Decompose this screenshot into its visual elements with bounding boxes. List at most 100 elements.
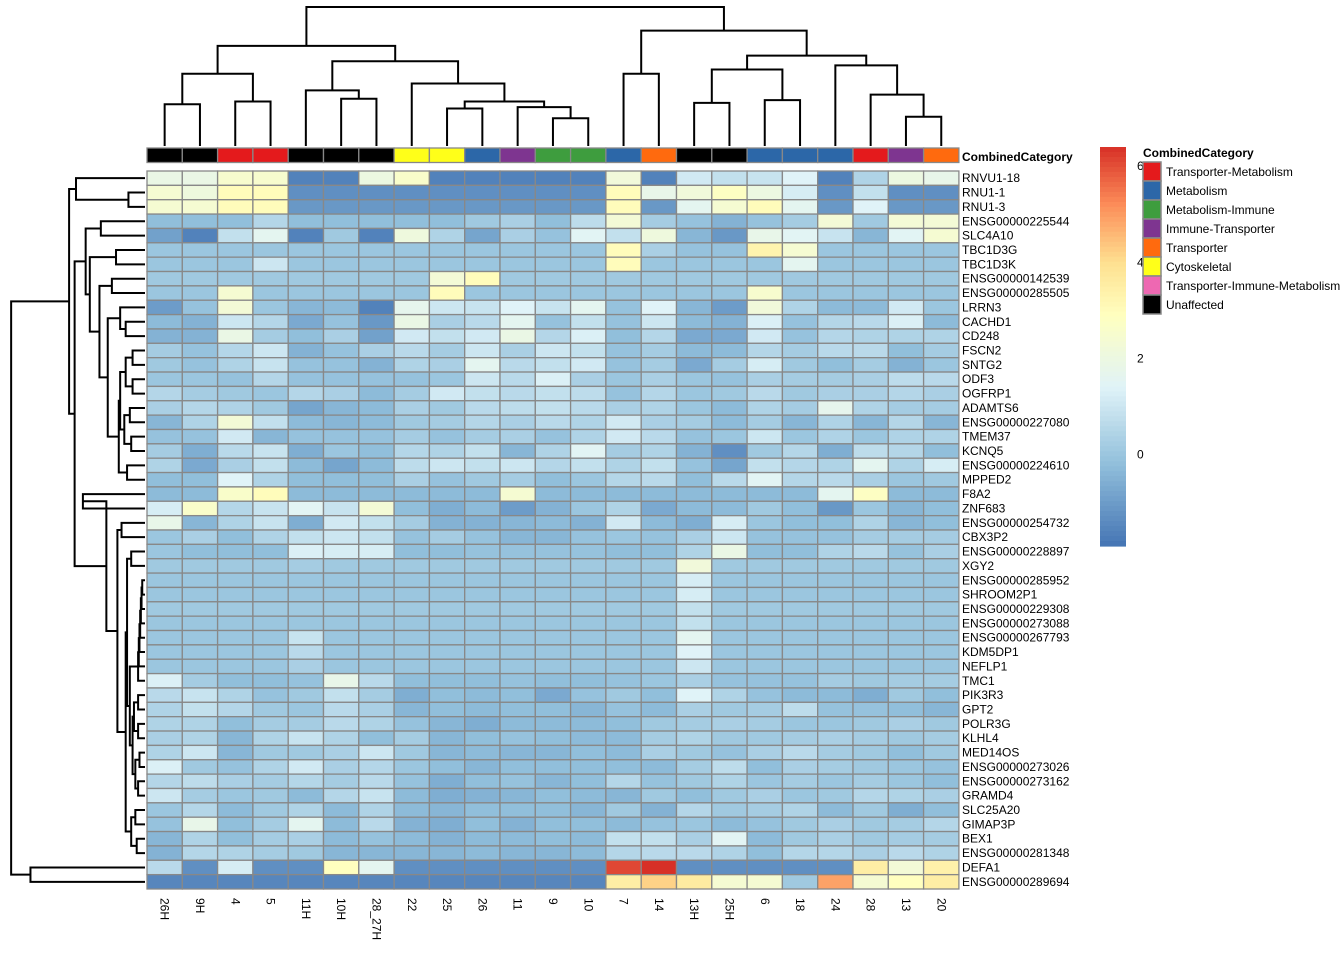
heatmap-cell [464,744,501,761]
heatmap-cell [464,443,501,459]
heatmap-cell [569,802,607,818]
heatmap-cell [287,558,325,574]
colorbar-segment [1100,501,1126,507]
heatmap-cell [252,701,289,718]
heatmap-cell [499,170,536,187]
heatmap-cell [216,414,254,431]
dendrogram-branch [904,115,943,146]
heatmap-cell [252,816,289,833]
heatmap-cell [922,615,960,632]
heatmap-cell [181,629,219,646]
heatmap-cell [922,730,960,747]
heatmap-cell [605,615,642,632]
heatmap-cell [711,816,748,833]
heatmap-cell [781,629,819,646]
legend-label: Transporter-Immune-Metabolism [1166,279,1340,293]
row-label: ENSG00000229308 [962,602,1070,616]
heatmap-cell [922,213,960,230]
heatmap-cell [216,400,254,416]
heatmap-cell [287,787,325,804]
column-label: 28_27H [369,898,383,940]
heatmap-cell [216,572,254,589]
heatmap-cell [181,486,219,502]
heatmap-cell [322,299,360,316]
heatmap-cell [216,687,254,703]
column-label: 24 [828,898,842,912]
heatmap-cell [393,299,431,316]
colorbar-segment [1100,261,1126,268]
dendrogram-branch [131,378,145,395]
legend-label: Metabolism-Immune [1166,203,1275,217]
heatmap-cell [922,873,960,890]
dendrogram-branch [126,464,145,481]
heatmap-cell [922,716,960,732]
heatmap-cell [181,500,219,517]
heatmap-cell [322,601,360,617]
heatmap-cell [817,227,854,244]
heatmap-cell [746,759,784,775]
heatmap-cell [252,227,289,244]
heatmap-cell [322,400,360,416]
colorbar-segment [1100,311,1126,318]
heatmap-cell [534,357,572,373]
heatmap-cell [817,572,854,589]
heatmap-cell [287,371,325,388]
heatmap-cell [852,270,889,287]
heatmap-cell [358,213,395,230]
row-label: ENSG00000224610 [962,458,1070,472]
heatmap-cell [464,802,501,818]
heatmap-cell [887,242,925,258]
colorbar-segment [1100,271,1126,278]
heatmap-cell [605,644,642,660]
heatmap-cell [569,213,607,230]
column-label: 13 [899,898,913,912]
heatmap-cell [358,845,395,861]
heatmap-cell [428,371,466,388]
heatmap-cell [287,802,325,818]
heatmap-cell [817,285,854,301]
heatmap-cell [569,486,607,502]
heatmap-cell [887,787,925,804]
heatmap-cell [817,357,854,373]
heatmap-cell [746,730,784,747]
dendrogram-branch [710,68,784,103]
heatmap-cell [922,529,960,546]
heatmap-cell [640,199,678,215]
heatmap-cell [675,170,713,187]
heatmap-cell [887,773,925,790]
heatmap-cell [252,514,289,531]
legend-swatch [1142,237,1162,258]
heatmap-cell [428,629,466,646]
heatmap-cell [252,313,289,330]
heatmap-cell [216,486,254,502]
annotation-cell [675,147,713,164]
heatmap-cell [569,658,607,675]
heatmap-cell [569,816,607,833]
heatmap-cell [640,357,678,373]
heatmap-cell [887,328,925,344]
heatmap-cell [393,873,431,890]
heatmap-cell [393,357,431,373]
heatmap-cell [393,601,431,617]
heatmap-cell [428,242,466,258]
heatmap-cell [358,802,395,818]
heatmap-cell [711,558,748,574]
dendrogram-branch [131,349,145,366]
annotation-cell [887,147,925,164]
heatmap-cell [358,414,395,431]
heatmap-cell [675,385,713,402]
heatmap-cell [746,199,784,215]
heatmap-cell [322,242,360,258]
legend-swatch [1142,199,1162,220]
heatmap-cell [781,199,819,215]
heatmap-cell [640,873,678,890]
heatmap-cell [216,385,254,402]
colorbar-segment [1100,446,1126,452]
heatmap-cell [569,328,607,344]
dendrogram-branch [446,107,484,146]
heatmap-cell [746,457,784,474]
heatmap-cell [287,672,325,689]
heatmap-cell [499,242,536,258]
heatmap-cell [252,414,289,431]
